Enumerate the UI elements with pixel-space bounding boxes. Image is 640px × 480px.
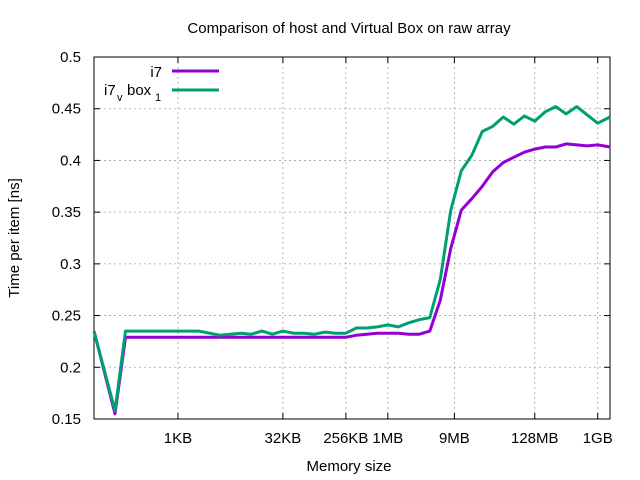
chart-title: Comparison of host and Virtual Box on ra… (187, 20, 511, 37)
x-tick-label: 32KB (265, 430, 302, 447)
y-tick-label: 0.3 (60, 256, 81, 273)
y-tick-label: 0.45 (52, 101, 81, 118)
y-tick-label: 0.2 (60, 359, 81, 376)
x-axis: 1KB 32KB 256KB 1MB 9MB 128MB 1GB (164, 57, 613, 447)
y-axis-label: Time per item [ns] (6, 178, 23, 297)
x-tick-label: 1GB (583, 430, 613, 447)
x-axis-label: Memory size (306, 458, 391, 475)
y-tick-label: 0.4 (60, 152, 81, 169)
x-tick-label: 1MB (372, 430, 403, 447)
y-tick-label: 0.25 (52, 308, 81, 325)
y-axis: 0.15 0.2 0.25 0.3 0.35 0.4 0.45 0.5 (52, 49, 610, 428)
legend-label-2-main: i7 (104, 82, 116, 99)
series-line-1 (92, 142, 611, 416)
legend-label-2-sub: v (117, 92, 123, 104)
legend-label-2-sub2: 1 (155, 92, 161, 104)
x-tick-label: 9MB (439, 430, 470, 447)
grid (94, 57, 610, 419)
plot-frame (93, 56, 611, 420)
x-tick-label: 256KB (323, 430, 368, 447)
legend-label-2-rest: box (127, 82, 152, 99)
series-line-2 (92, 105, 611, 413)
y-tick-label: 0.15 (52, 411, 81, 428)
x-tick-label: 128MB (511, 430, 559, 447)
y-tick-label: 0.35 (52, 204, 81, 221)
series-group (92, 105, 611, 416)
y-tick-label: 0.5 (60, 49, 81, 66)
legend-label-2: i7 v box 1 (104, 82, 161, 104)
legend-label-1: i7 (150, 64, 162, 81)
x-tick-label: 1KB (164, 430, 192, 447)
